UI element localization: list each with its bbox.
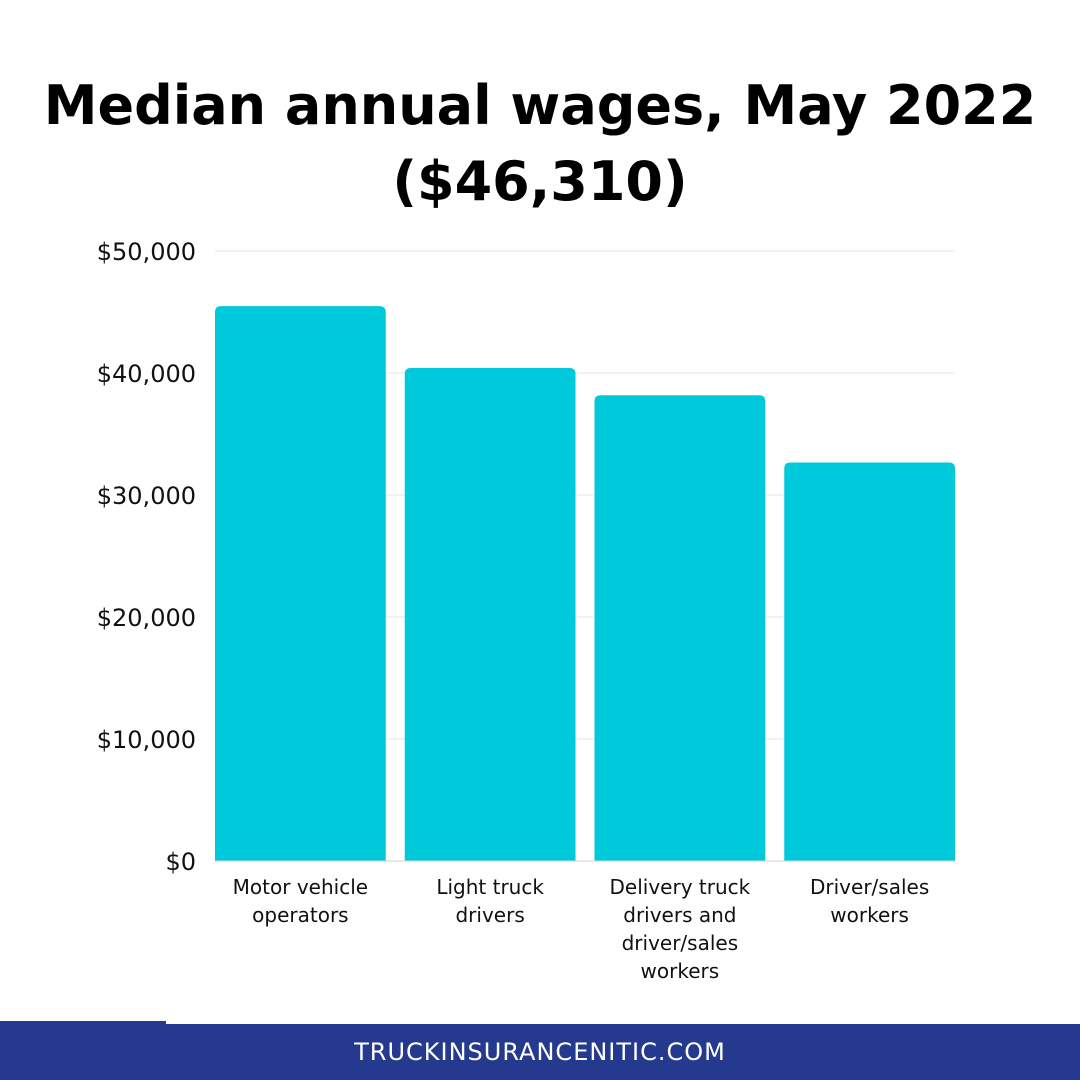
footer-banner: TRUCKINSURANCENITIC.COM xyxy=(0,1024,1080,1080)
x-tick-label-line: operators xyxy=(252,903,348,927)
y-tick-label: $20,000 xyxy=(97,604,196,632)
bar xyxy=(784,462,955,861)
bar-chart: $0 $10,000 $20,000 $30,000 $40,000 $50,000 Mo… xyxy=(97,238,955,983)
x-tick-label-line: Driver/sales xyxy=(810,875,929,899)
x-tick-label: Driver/sales workers xyxy=(810,875,929,927)
y-tick-label: $40,000 xyxy=(97,360,196,388)
bar xyxy=(594,395,766,861)
x-tick-label: Light truck drivers xyxy=(436,875,544,927)
x-tick-label-line: drivers xyxy=(455,903,524,927)
x-tick-label-line: drivers and xyxy=(623,903,736,927)
x-axis-labels: Motor vehicle operators Light truck drivers… xyxy=(233,875,930,983)
bar xyxy=(215,306,386,861)
chart-title-line: Median annual wages, May 2022 xyxy=(43,74,1037,137)
x-tick-label-line: Delivery truck xyxy=(610,875,751,899)
y-tick-label: $10,000 xyxy=(97,726,196,754)
x-tick-label-line: driver/sales xyxy=(622,931,739,955)
footer-website[interactable]: TRUCKINSURANCENITIC.COM xyxy=(354,1038,726,1066)
x-tick-label-line: workers xyxy=(641,959,720,983)
x-tick-label: Motor vehicle operators xyxy=(233,875,368,927)
x-tick-label-line: Motor vehicle xyxy=(233,875,368,899)
bars xyxy=(215,306,955,861)
chart-title: Median annual wages, May 2022 ($46,310) xyxy=(0,68,1080,220)
y-axis-ticks: $0 $10,000 $20,000 $30,000 $40,000 $50,000 xyxy=(97,238,196,876)
chart-subtitle: ($46,310) xyxy=(392,150,688,213)
x-tick-label-line: workers xyxy=(830,903,909,927)
bar xyxy=(404,367,576,861)
y-tick-label: $50,000 xyxy=(97,238,196,266)
x-tick-label-line: Light truck xyxy=(436,875,544,899)
x-tick-label: Delivery truck drivers and driver/sales wor… xyxy=(610,875,751,983)
footer-accent xyxy=(0,1021,166,1024)
y-tick-label: $30,000 xyxy=(97,482,196,510)
y-tick-label: $0 xyxy=(165,848,196,876)
